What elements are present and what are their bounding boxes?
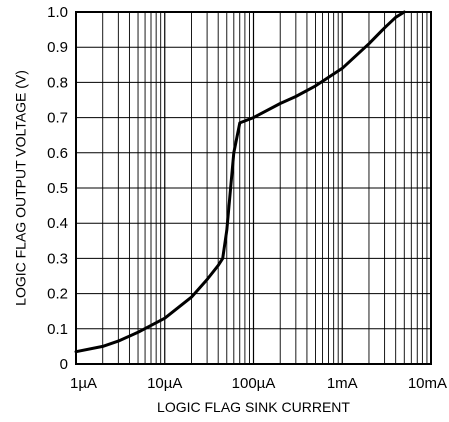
grid [75, 11, 431, 365]
y-tick-label: 0.4 [47, 215, 68, 232]
y-tick-label: 1.0 [47, 4, 68, 21]
y-tick-label: 0.8 [47, 74, 68, 91]
x-axis-title: LOGIC FLAG SINK CURRENT [157, 399, 350, 415]
y-tick-labels: 0 0.1 0.2 0.3 0.4 0.5 0.6 0.7 0.8 0.9 1.0 [47, 4, 68, 373]
y-axis-title: LOGIC FLAG OUTPUT VOLTAGE (V) [13, 70, 29, 306]
x-tick-label: 10mA [408, 375, 447, 392]
y-tick-label: 0.9 [47, 39, 68, 56]
y-tick-label: 0.7 [47, 110, 68, 127]
y-tick-label: 0.5 [47, 180, 68, 197]
y-tick-label: 0.1 [47, 321, 68, 338]
x-tick-label: 10µA [147, 375, 182, 392]
y-tick-label: 0.3 [47, 250, 68, 267]
y-tick-label: 0.2 [47, 286, 68, 303]
y-tick-label: 0 [60, 356, 68, 373]
series-line [74, 10, 406, 354]
x-tick-label: 1µA [70, 375, 97, 392]
x-tick-labels: 1µA 10µA 100µA 1mA 10mA [70, 375, 447, 392]
x-tick-label: 1mA [327, 375, 358, 392]
x-tick-label: 100µA [232, 375, 276, 392]
plot-frame [75, 11, 432, 365]
y-tick-label: 0.6 [47, 145, 68, 162]
